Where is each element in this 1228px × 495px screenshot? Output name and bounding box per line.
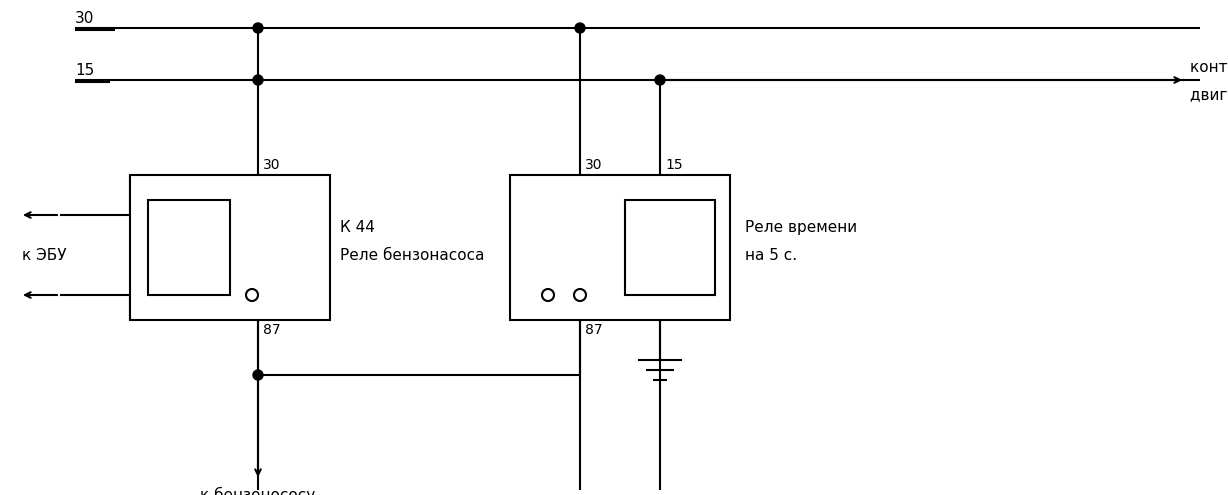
Text: 15: 15 — [75, 63, 95, 78]
Text: на 5 с.: на 5 с. — [745, 248, 797, 263]
Text: к бензонососу: к бензонососу — [200, 487, 316, 495]
Text: 30: 30 — [75, 11, 95, 26]
Text: 30: 30 — [585, 158, 603, 172]
Text: к ЭБУ: к ЭБУ — [22, 248, 66, 262]
Text: 15: 15 — [666, 158, 683, 172]
Circle shape — [253, 370, 263, 380]
Text: 87: 87 — [263, 323, 281, 337]
Text: двигателя стеклоочистителя: двигателя стеклоочистителя — [1190, 87, 1228, 102]
Circle shape — [253, 75, 263, 85]
Circle shape — [655, 75, 666, 85]
Bar — [625, 200, 715, 295]
Text: К 44: К 44 — [340, 220, 375, 235]
Text: Реле бензонасоса: Реле бензонасоса — [340, 248, 485, 263]
Bar — [149, 200, 230, 295]
Bar — [510, 175, 729, 320]
Text: контакт D разъема: контакт D разъема — [1190, 60, 1228, 75]
Bar — [130, 175, 330, 320]
Circle shape — [573, 289, 586, 301]
Text: 87: 87 — [585, 323, 603, 337]
Text: 30: 30 — [263, 158, 280, 172]
Circle shape — [253, 23, 263, 33]
Circle shape — [246, 289, 258, 301]
Circle shape — [542, 289, 554, 301]
Circle shape — [575, 23, 585, 33]
Text: Реле времени: Реле времени — [745, 220, 857, 235]
